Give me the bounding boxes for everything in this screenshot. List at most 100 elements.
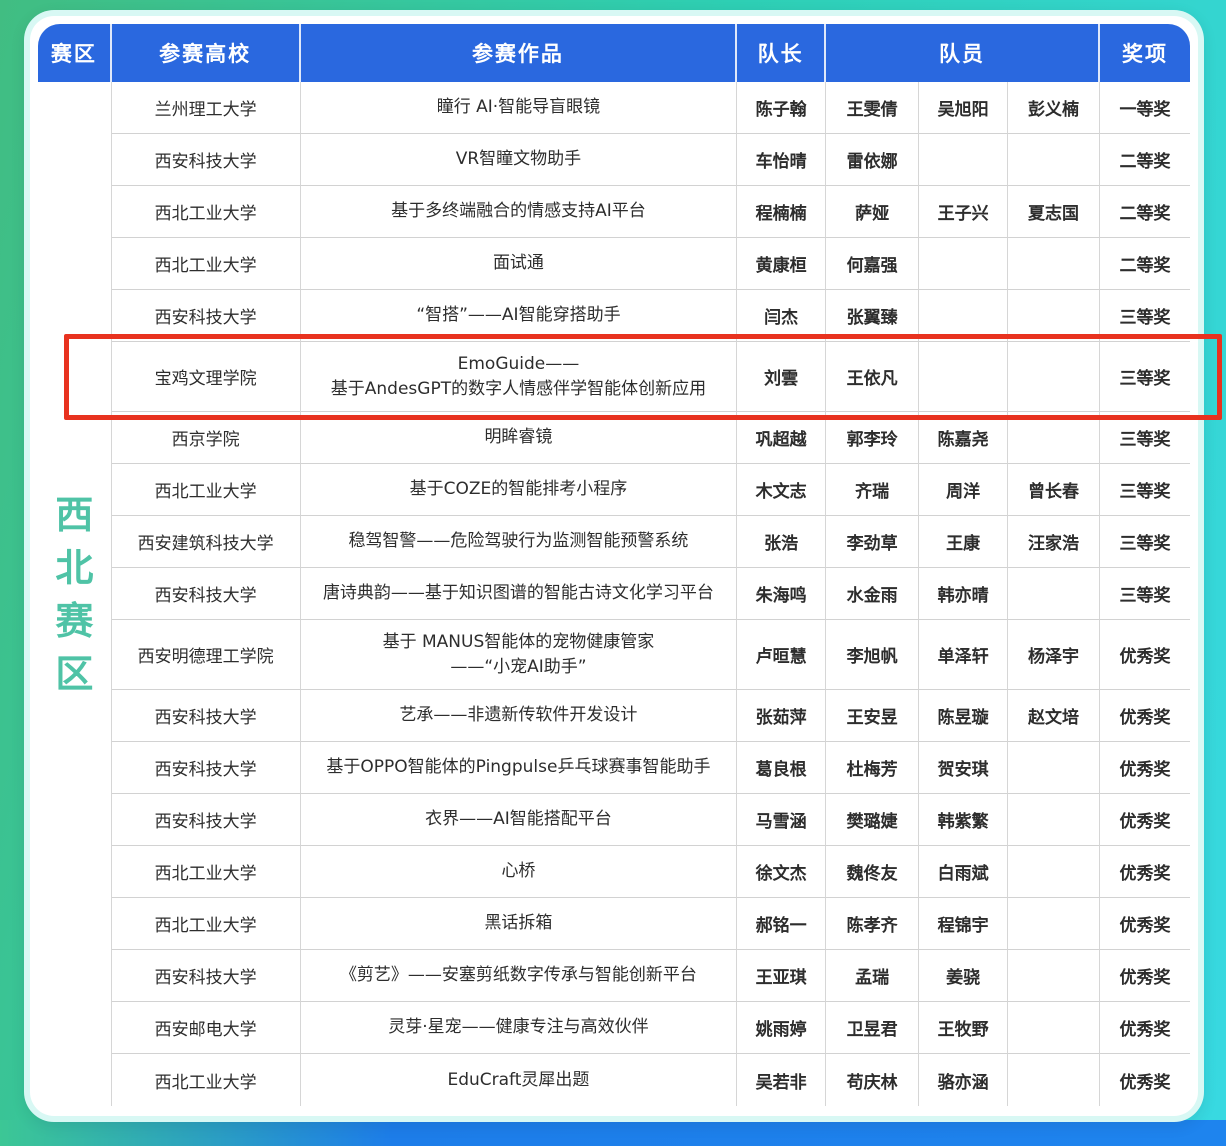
award-cell: 优秀奖 <box>1100 742 1190 794</box>
member-cell <box>1007 898 1101 950</box>
member-cell: 王依凡 <box>825 342 920 412</box>
captain-cell: 张茹萍 <box>737 690 826 742</box>
member-cell: 王安昱 <box>825 690 920 742</box>
member-cell: 周洋 <box>919 464 1008 516</box>
school-cell: 西北工业大学 <box>111 238 301 290</box>
member-cell: 骆亦涵 <box>919 1054 1008 1106</box>
award-cell: 优秀奖 <box>1100 846 1190 898</box>
member-cell: 杨泽宇 <box>1007 620 1101 690</box>
member-cell: 陈昱璇 <box>919 690 1008 742</box>
work-cell: 面试通 <box>300 238 738 290</box>
member-cell: 王子兴 <box>919 186 1008 238</box>
member-cell: 单泽轩 <box>919 620 1008 690</box>
table-row: 西北工业大学 黑话拆箱 郝铭一 陈孝齐 程锦宇 优秀奖 <box>38 898 1190 950</box>
member-cell: 李旭帆 <box>825 620 920 690</box>
zone-char: 北 <box>55 545 94 590</box>
work-line: 基于多终端融合的情感支持AI平台 <box>391 201 646 222</box>
work-line: 瞳行 AI·智能导盲眼镜 <box>436 97 601 118</box>
captain-cell: 徐文杰 <box>737 846 826 898</box>
work-line: ——“小宠AI助手” <box>450 656 587 677</box>
member-cell <box>919 342 1008 412</box>
work-line: 面试通 <box>492 253 544 274</box>
captain-cell: 葛良根 <box>737 742 826 794</box>
member-cell: 汪家浩 <box>1007 516 1101 568</box>
captain-cell: 朱海鸣 <box>737 568 826 620</box>
captain-cell: 吴若非 <box>737 1054 826 1106</box>
member-cell: 夏志国 <box>1007 186 1101 238</box>
award-cell: 三等奖 <box>1100 290 1190 342</box>
work-line: “智搭”——AI智能穿搭助手 <box>416 305 621 326</box>
member-cell: 魏佟友 <box>825 846 920 898</box>
work-line: 灵芽·星宠——健康专注与高效伙伴 <box>388 1017 649 1038</box>
member-cell: 程锦宇 <box>919 898 1008 950</box>
captain-cell: 黄康桓 <box>737 238 826 290</box>
award-cell: 二等奖 <box>1100 186 1190 238</box>
member-cell: 雷依娜 <box>825 134 920 186</box>
member-cell: 韩紫繁 <box>919 794 1008 846</box>
school-cell: 西安科技大学 <box>111 290 301 342</box>
captain-cell: 木文志 <box>737 464 826 516</box>
table-row: 西安科技大学 “智搭”——AI智能穿搭助手 闫杰 张翼臻 三等奖 <box>38 290 1190 342</box>
member-cell: 彭义楠 <box>1007 82 1101 134</box>
captain-cell: 卢晅慧 <box>737 620 826 690</box>
school-cell: 西北工业大学 <box>111 898 301 950</box>
work-line: 基于OPPO智能体的Pingpulse乒乓球赛事智能助手 <box>326 757 711 778</box>
column-header-award: 奖项 <box>1100 24 1190 82</box>
member-cell: 赵文培 <box>1007 690 1101 742</box>
table-row: 西安邮电大学 灵芽·星宠——健康专注与高效伙伴 姚雨婷 卫昱君 王牧野 优秀奖 <box>38 1002 1190 1054</box>
member-cell: 吴旭阳 <box>919 82 1008 134</box>
award-cell: 优秀奖 <box>1100 620 1190 690</box>
work-cell: 明眸睿镜 <box>300 412 738 464</box>
column-header-members: 队员 <box>825 24 1101 82</box>
work-cell: 灵芽·星宠——健康专注与高效伙伴 <box>300 1002 738 1054</box>
member-cell: 韩亦晴 <box>919 568 1008 620</box>
member-cell <box>1007 290 1101 342</box>
table-row: 西北工业大学 基于COZE的智能排考小程序 木文志 齐瑞 周洋 曾长春 三等奖 <box>38 464 1190 516</box>
member-cell: 郭李玲 <box>825 412 920 464</box>
column-header-school: 参赛高校 <box>111 24 301 82</box>
award-cell: 二等奖 <box>1100 238 1190 290</box>
member-cell: 齐瑞 <box>825 464 920 516</box>
table-row: 西北工业大学 心桥 徐文杰 魏佟友 白雨斌 优秀奖 <box>38 846 1190 898</box>
work-cell: 《剪艺》——安塞剪纸数字传承与智能创新平台 <box>300 950 738 1002</box>
member-cell <box>1007 1002 1101 1054</box>
table-header-row: 赛区 参赛高校 参赛作品 队长 队员 奖项 <box>38 24 1190 82</box>
member-cell <box>1007 568 1101 620</box>
school-cell: 西安科技大学 <box>111 568 301 620</box>
member-cell <box>1007 950 1101 1002</box>
table-row: 西京学院 明眸睿镜 巩超越 郭李玲 陈嘉尧 三等奖 <box>38 412 1190 464</box>
member-cell <box>919 134 1008 186</box>
work-cell: EmoGuide—— 基于AndesGPT的数字人情感伴学智能体创新应用 <box>300 342 738 412</box>
award-cell: 三等奖 <box>1100 342 1190 412</box>
column-header-zone: 赛区 <box>38 24 112 82</box>
work-line: 艺承——非遗新传软件开发设计 <box>399 705 638 726</box>
work-cell: VR智瞳文物助手 <box>300 134 738 186</box>
captain-cell: 马雪涵 <box>737 794 826 846</box>
work-line: 基于COZE的智能排考小程序 <box>409 479 628 500</box>
award-cell: 一等奖 <box>1100 82 1190 134</box>
work-line: 心桥 <box>501 861 536 882</box>
member-cell: 白雨斌 <box>919 846 1008 898</box>
table-row: 西安科技大学 VR智瞳文物助手 车怡晴 雷依娜 二等奖 <box>38 134 1190 186</box>
zone-char: 赛 <box>55 598 94 643</box>
award-cell: 优秀奖 <box>1100 690 1190 742</box>
school-cell: 西安建筑科技大学 <box>111 516 301 568</box>
work-cell: 基于COZE的智能排考小程序 <box>300 464 738 516</box>
captain-cell: 巩超越 <box>737 412 826 464</box>
table-row: 西安科技大学 《剪艺》——安塞剪纸数字传承与智能创新平台 王亚琪 孟瑞 姜骁 优秀奖 <box>38 950 1190 1002</box>
member-cell: 王牧野 <box>919 1002 1008 1054</box>
work-cell: EduCraft灵犀出题 <box>300 1054 738 1106</box>
award-cell: 三等奖 <box>1100 412 1190 464</box>
work-cell: 瞳行 AI·智能导盲眼镜 <box>300 82 738 134</box>
member-cell: 樊璐婕 <box>825 794 920 846</box>
work-cell: 基于多终端融合的情感支持AI平台 <box>300 186 738 238</box>
work-line: 衣界——AI智能搭配平台 <box>425 809 612 830</box>
work-line: 明眸睿镜 <box>484 427 553 448</box>
member-cell: 王康 <box>919 516 1008 568</box>
school-cell: 西京学院 <box>111 412 301 464</box>
work-line: 唐诗典韵——基于知识图谱的智能古诗文化学习平台 <box>322 583 714 604</box>
member-cell <box>1007 1054 1101 1106</box>
school-cell: 西北工业大学 <box>111 1054 301 1106</box>
work-cell: “智搭”——AI智能穿搭助手 <box>300 290 738 342</box>
table-row: 西安建筑科技大学 稳驾智警——危险驾驶行为监测智能预警系统 张浩 李劲草 王康 汪家浩 三等… <box>38 516 1190 568</box>
